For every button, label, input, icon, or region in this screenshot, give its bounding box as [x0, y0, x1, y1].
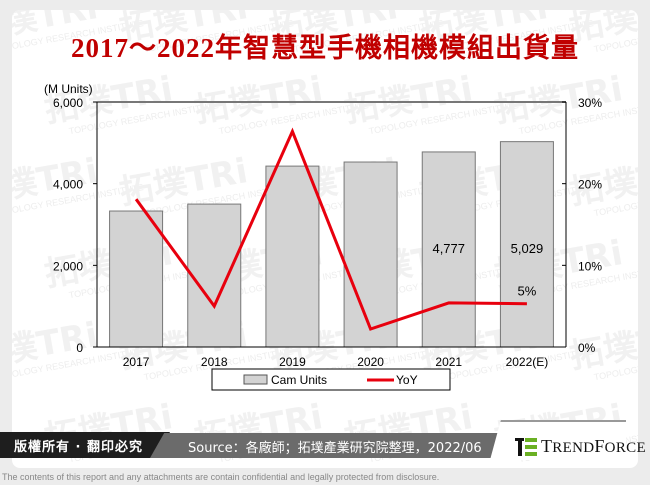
- y2-tick-label: 30%: [578, 96, 602, 110]
- y-axis-label: (M Units): [44, 82, 93, 96]
- y-tick-label: 4,000: [53, 178, 83, 192]
- bar-2019: [265, 165, 320, 348]
- bar-data-label: 5,029: [511, 241, 544, 256]
- trendforce-logo-text: TRENDFORCE: [541, 436, 646, 456]
- x-tick-label: 2017: [123, 355, 150, 369]
- x-tick-label: 2019: [279, 355, 306, 369]
- trendforce-logo-icon: [515, 437, 537, 456]
- x-tick-label: 2018: [201, 355, 228, 369]
- bar-data-label: 4,777: [432, 241, 465, 256]
- x-tick-label: 2020: [357, 355, 384, 369]
- y-tick-label: 2,000: [53, 259, 83, 273]
- legend-bar-swatch: [243, 374, 268, 385]
- disclaimer: The contents of this report and any atta…: [2, 472, 440, 482]
- x-tick-label: 2021: [435, 355, 462, 369]
- y2-tick-label: 0%: [578, 341, 596, 355]
- x-tick-label: 2022(E): [506, 355, 549, 369]
- bar-2020: [343, 161, 398, 348]
- bar-2018: [187, 203, 242, 348]
- legend-box: [211, 368, 451, 391]
- y2-tick-label: 10%: [578, 259, 602, 273]
- line-data-label: 5%: [518, 284, 537, 299]
- yoy-line: [134, 127, 527, 331]
- bar-2021: [421, 151, 476, 348]
- y-tick-label: 6,000: [53, 96, 83, 110]
- trendforce-logo: TRENDFORCE: [515, 436, 646, 457]
- chart-title: 2017～2022年智慧型手機相機模組出貨量: [71, 33, 579, 63]
- source-text: Source：各廠師；拓墣產業研究院整理，2022/06: [188, 441, 482, 456]
- legend-label-yoy: YoY: [396, 373, 418, 387]
- copyright-text: 版權所有 · 翻印必究: [14, 440, 143, 455]
- bar-2022(E): [499, 141, 554, 348]
- y2-tick-label: 20%: [578, 178, 602, 192]
- logo-area: [490, 420, 626, 460]
- bar-2017: [109, 210, 164, 348]
- y-tick-label: 0: [76, 341, 83, 355]
- copyright-banner: 版權所有 · 翻印必究: [0, 432, 170, 458]
- source-banner: Source：各廠師；拓墣產業研究院整理，2022/06: [150, 433, 505, 458]
- legend-label-cam-units: Cam Units: [271, 373, 327, 387]
